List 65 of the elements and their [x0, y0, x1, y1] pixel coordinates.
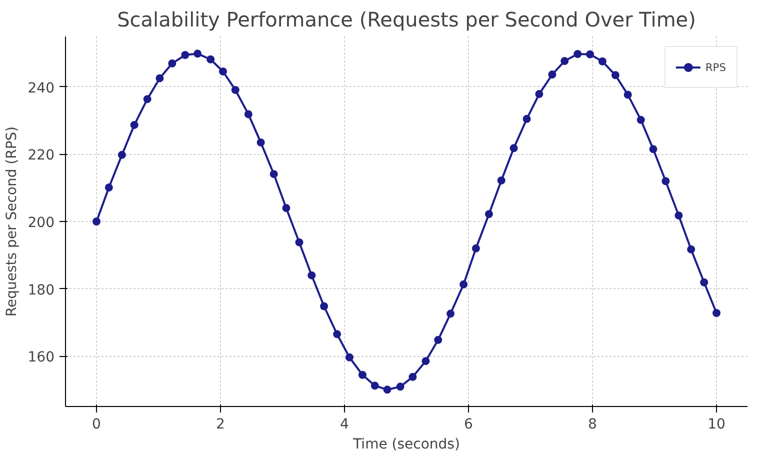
point — [282, 204, 290, 212]
x-tick-label: 0 — [92, 416, 101, 432]
point — [370, 382, 379, 390]
point — [712, 309, 720, 317]
point — [143, 95, 152, 104]
y-tick-label: 240 — [28, 80, 55, 96]
y-tick-label: 220 — [28, 148, 55, 164]
point — [497, 176, 506, 184]
point — [206, 55, 215, 64]
point — [460, 280, 468, 288]
point — [308, 271, 316, 280]
point — [358, 370, 366, 379]
point — [434, 336, 442, 344]
point — [345, 353, 354, 362]
point — [320, 302, 328, 310]
point — [130, 120, 138, 129]
point — [118, 150, 126, 159]
y-tick-label: 160 — [28, 350, 55, 366]
point — [586, 50, 594, 58]
point — [270, 170, 278, 178]
point — [662, 177, 670, 186]
point — [181, 51, 190, 59]
point — [256, 138, 265, 146]
y-tick-label: 180 — [28, 282, 55, 298]
y-axis-title: Requests per Second (RPS) — [4, 126, 20, 317]
point — [535, 90, 544, 98]
point — [383, 386, 392, 394]
point — [231, 86, 240, 94]
point — [548, 70, 556, 78]
x-tick-label: 2 — [216, 416, 225, 432]
point — [104, 184, 113, 192]
x-axis-title: Time (seconds) — [352, 436, 460, 452]
point — [92, 218, 100, 226]
x-tick-label: 4 — [340, 416, 350, 432]
point — [244, 110, 252, 118]
point — [396, 382, 404, 391]
point — [408, 372, 417, 381]
point — [636, 116, 645, 124]
point — [218, 67, 227, 76]
point — [422, 357, 430, 366]
x-tick-label: 6 — [464, 416, 474, 432]
point — [687, 245, 696, 254]
x-tick-label: 10 — [708, 416, 726, 432]
point — [446, 310, 455, 318]
point — [510, 144, 518, 152]
point — [156, 74, 164, 82]
x-tick-label: 8 — [588, 416, 597, 432]
point — [333, 330, 342, 338]
point — [522, 114, 531, 123]
point — [700, 278, 708, 286]
point — [624, 90, 632, 99]
point — [168, 59, 176, 68]
point — [598, 57, 606, 66]
point — [295, 238, 304, 246]
y-tick-label: 200 — [28, 215, 55, 231]
legend-label: RPS — [705, 60, 726, 74]
point — [560, 57, 569, 66]
point — [472, 244, 480, 252]
point — [611, 71, 620, 80]
point — [674, 211, 683, 220]
chart-title: Scalability Performance (Requests per Second Over Time) — [117, 8, 696, 32]
point — [484, 210, 493, 218]
point — [194, 50, 202, 58]
point — [649, 145, 658, 154]
point — [574, 50, 582, 58]
